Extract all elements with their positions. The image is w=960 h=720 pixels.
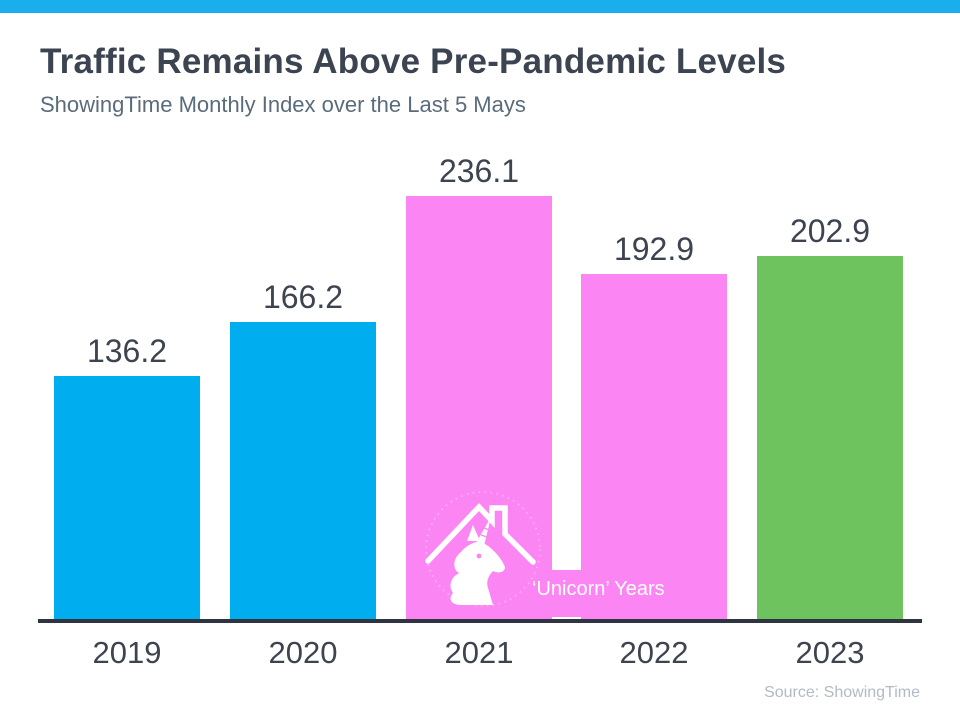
value-label-2022: 192.9 (613, 231, 695, 267)
unicorn-head-icon (450, 517, 505, 605)
value-label-2019: 136.2 (86, 333, 168, 369)
bar-2020 (230, 322, 376, 621)
icon-circle-outline (425, 491, 541, 607)
unicorn-years-connector (552, 570, 581, 617)
page-subtitle: ShowingTime Monthly Index over the Last … (40, 92, 526, 117)
house-roof-icon (425, 502, 536, 565)
bar-2023 (757, 256, 903, 621)
top-accent-bar (0, 0, 960, 13)
page-title: Traffic Remains Above Pre-Pandemic Level… (40, 42, 787, 81)
value-label-2020: 166.2 (262, 279, 344, 315)
category-label-2019: 2019 (92, 635, 162, 670)
value-label-2023: 202.9 (789, 213, 871, 249)
unicorn-years-label: ‘Unicorn’ Years (532, 578, 665, 600)
x-axis-line (38, 619, 922, 623)
category-label-2021: 2021 (444, 635, 514, 670)
source-note: Source: ShowingTime (764, 684, 920, 701)
category-label-2022: 2022 (619, 635, 689, 670)
category-label-2023: 2023 (795, 635, 865, 670)
bar-2022 (581, 274, 727, 621)
value-label-2021: 236.1 (438, 153, 520, 189)
bar-2019 (54, 376, 200, 621)
category-label-2020: 2020 (268, 635, 338, 670)
unicorn-house-icon (425, 491, 541, 607)
